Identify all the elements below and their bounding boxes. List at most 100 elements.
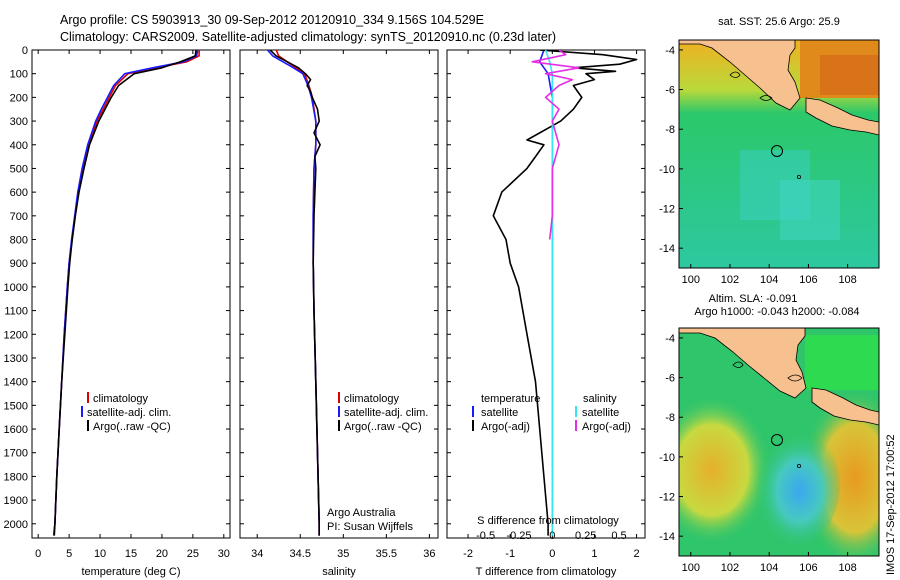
temperature-panel: 0100200300400500600700800900100011001200… bbox=[4, 45, 231, 578]
x-tick-label: 0 bbox=[35, 548, 41, 560]
lon-tick-label: 104 bbox=[760, 562, 778, 574]
temperature-x-axis: 0 5 10 15 20 25 30 bbox=[35, 50, 230, 560]
x-tick-label: 10 bbox=[94, 548, 106, 560]
series-line-temperature-argo-adj- bbox=[492, 50, 638, 536]
sla-map-axes: 100 102 104 106 108 -4 -6 -8 -10 -12 -14 bbox=[659, 333, 857, 574]
x-tick-label: 35.5 bbox=[376, 548, 397, 560]
sla-contour-2 bbox=[787, 374, 803, 382]
sla-map-title-line1: Altim. SLA: -0.091 bbox=[709, 293, 798, 305]
lon-tick-label: 100 bbox=[682, 562, 700, 574]
lat-tick-label: -14 bbox=[659, 243, 675, 255]
x-tick-label: 34 bbox=[251, 548, 263, 560]
legend-argo-label: Argo(..raw -QC) bbox=[344, 421, 422, 433]
legend-satellite-label: satellite-adj. clim. bbox=[344, 407, 428, 419]
depth-tick-label: 1500 bbox=[4, 400, 28, 412]
difference-depth-ticks bbox=[447, 49, 645, 525]
salinity-plot-frame bbox=[239, 49, 439, 539]
lon-tick-label: 108 bbox=[838, 562, 856, 574]
depth-tick-label: 300 bbox=[10, 116, 28, 128]
sla-map-panel: Altim. SLA: -0.091 Argo h1000: -0.043 h2… bbox=[659, 293, 880, 574]
sst-cyan-patch-2 bbox=[780, 180, 840, 240]
lat-tick-label: -6 bbox=[665, 373, 675, 385]
salinity-annotation-line2: PI: Susan Wijffels bbox=[327, 521, 413, 533]
float-position-marker bbox=[771, 434, 783, 446]
temperature-plot-frame bbox=[31, 49, 231, 539]
lon-tick-label: 102 bbox=[721, 562, 739, 574]
figure-title-line1: Argo profile: CS 5903913_30 09-Sep-2012 … bbox=[60, 13, 484, 27]
salinity-annotation-line1: Argo Australia bbox=[327, 507, 396, 519]
depth-tick-label: 1300 bbox=[4, 353, 28, 365]
s-difference-ticks: -0.5 -0.25 0 0.25 0.5 bbox=[476, 530, 627, 542]
x-tick-label: 25 bbox=[187, 548, 199, 560]
sst-map-field bbox=[679, 40, 879, 268]
depth-tick-label: 400 bbox=[10, 140, 28, 152]
depth-tick-label: 1600 bbox=[4, 424, 28, 436]
temperature-legend: climatology satellite-adj. clim. Argo(..… bbox=[81, 392, 171, 433]
salinity-depth-ticks bbox=[240, 49, 438, 525]
series-line-salinity-satellite bbox=[544, 50, 554, 536]
float-position-marker bbox=[771, 145, 783, 157]
sumatra-land bbox=[679, 328, 807, 399]
s-diff-tick-label: -0.25 bbox=[506, 530, 531, 542]
sst-map-frame bbox=[678, 39, 880, 269]
legend-temp-satellite-label: satellite bbox=[481, 407, 518, 419]
lon-tick-label: 108 bbox=[838, 274, 856, 286]
series-line-climatology bbox=[52, 50, 200, 536]
salinity-x-label: salinity bbox=[322, 566, 356, 578]
depth-tick-label: 600 bbox=[10, 187, 28, 199]
depth-tick-label: 800 bbox=[10, 235, 28, 247]
temperature-x-label: temperature (deg C) bbox=[81, 566, 180, 578]
x-tick-label: -2 bbox=[463, 548, 473, 560]
s-difference-label: S difference from climatology bbox=[477, 515, 619, 527]
lon-tick-label: 102 bbox=[721, 274, 739, 286]
legend-climatology-label: climatology bbox=[93, 393, 149, 405]
lon-tick-label: 106 bbox=[799, 562, 817, 574]
sla-negative-anomaly bbox=[750, 425, 840, 545]
depth-tick-label: 2000 bbox=[4, 519, 28, 531]
lat-tick-label: -10 bbox=[659, 452, 675, 464]
sumatra-land bbox=[679, 40, 801, 111]
java-land bbox=[811, 387, 879, 426]
series-line-salinity-argo-adj- bbox=[531, 50, 580, 240]
christmas-island-marker bbox=[797, 463, 802, 468]
lon-tick-label: 100 bbox=[682, 274, 700, 286]
depth-tick-label: 700 bbox=[10, 211, 28, 223]
temperature-lines bbox=[52, 50, 200, 536]
sla-positive-anomaly-left bbox=[679, 395, 772, 545]
x-tick-label: 20 bbox=[156, 548, 168, 560]
lat-tick-label: -6 bbox=[665, 85, 675, 97]
lat-tick-label: -12 bbox=[659, 204, 675, 216]
depth-tick-label: 1700 bbox=[4, 448, 28, 460]
lat-tick-label: -4 bbox=[665, 45, 675, 57]
x-tick-label: 30 bbox=[218, 548, 230, 560]
legend-sal-satellite-label: satellite bbox=[582, 407, 619, 419]
sst-contour-2 bbox=[759, 95, 773, 101]
salinity-x-axis: 34 34.5 35 35.5 36 bbox=[251, 50, 436, 560]
x-tick-label: -1 bbox=[505, 548, 515, 560]
depth-tick-label: 900 bbox=[10, 258, 28, 270]
sst-cyan-patch bbox=[740, 150, 810, 220]
series-line-satellite-adj-clim- bbox=[52, 50, 199, 536]
x-tick-label: 2 bbox=[634, 548, 640, 560]
sla-map-frame bbox=[678, 327, 880, 557]
t-difference-label: T difference from climatology bbox=[476, 566, 617, 578]
lat-tick-label: -4 bbox=[665, 333, 675, 345]
imos-timestamp: IMOS 17-Sep-2012 17:00:52 bbox=[885, 434, 897, 575]
depth-tick-label: 500 bbox=[10, 163, 28, 175]
difference-panel: -2 -1 0 1 2 temperature salinity satellite A… bbox=[446, 49, 646, 578]
salinity-legend: climatology satellite-adj. clim. Argo(..… bbox=[338, 392, 428, 433]
x-tick-label: 34.5 bbox=[290, 548, 311, 560]
depth-tick-label: 200 bbox=[10, 92, 28, 104]
lon-tick-label: 106 bbox=[799, 274, 817, 286]
sst-contour-1 bbox=[729, 71, 741, 78]
legend-title-temperature: temperature bbox=[481, 393, 540, 405]
depth-tick-label: 0 bbox=[22, 45, 28, 57]
depth-tick-label: 1200 bbox=[4, 329, 28, 341]
sla-map-title-line2: Argo h1000: -0.043 h2000: -0.084 bbox=[694, 306, 859, 318]
s-diff-tick-label: 0.5 bbox=[611, 530, 626, 542]
sst-map-panel: sat. SST: 25.6 Argo: 25.9 100 102 104 106 10… bbox=[659, 16, 880, 286]
sst-map-axes: 100 102 104 106 108 -4 -6 -8 -10 -12 -14 bbox=[659, 45, 857, 286]
lat-tick-label: -8 bbox=[665, 412, 675, 424]
legend-argo-label: Argo(..raw -QC) bbox=[93, 421, 171, 433]
